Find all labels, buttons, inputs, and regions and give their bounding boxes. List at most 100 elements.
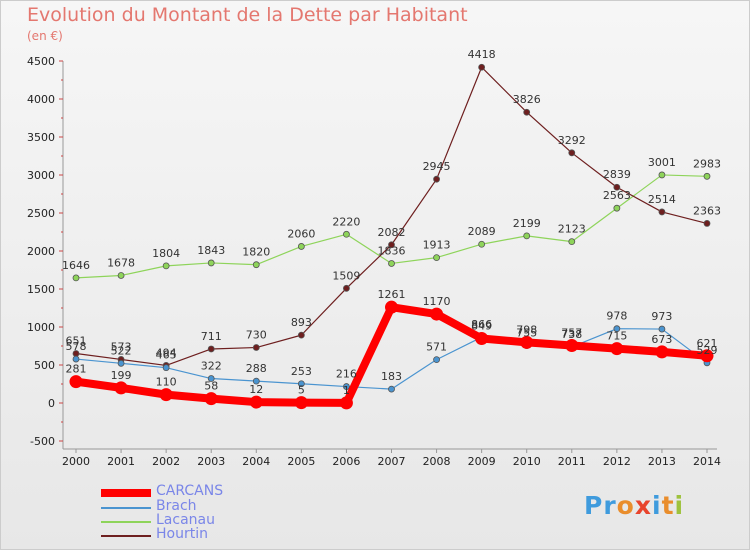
data-label-lacanau: 2089 (468, 225, 496, 238)
legend-swatch-carcans (101, 489, 151, 497)
legend-label-hourtin: Hourtin (156, 526, 208, 542)
x-tick-label: 2009 (468, 455, 496, 468)
y-tick-label: 1500 (27, 283, 55, 296)
point-brach (658, 325, 666, 333)
x-tick-label: 2012 (603, 455, 631, 468)
data-label-carcans: 1170 (423, 295, 451, 308)
proxiti-logo: Proxiti (584, 491, 684, 520)
point-carcans (249, 395, 263, 409)
data-label-carcans: 849 (471, 319, 492, 332)
data-label-carcans: 757 (561, 326, 582, 339)
chart-title: Evolution du Montant de la Dette par Hab… (27, 4, 468, 26)
data-label-hourtin: 4418 (468, 48, 496, 61)
point-lacanau (478, 240, 486, 248)
point-brach (117, 359, 125, 367)
data-label-carcans: 199 (111, 369, 132, 382)
y-tick-label: 3500 (27, 131, 55, 144)
data-label-carcans: 58 (204, 380, 218, 393)
data-label-hourtin: 2082 (378, 226, 406, 239)
point-carcans (339, 396, 353, 410)
point-carcans (475, 331, 489, 345)
data-label-brach: 322 (201, 360, 222, 373)
x-tick-label: 2011 (558, 455, 586, 468)
x-tick-label: 2007 (378, 455, 406, 468)
x-tick-label: 2002 (152, 455, 180, 468)
logo-letter: P (584, 491, 604, 520)
point-hourtin (613, 183, 621, 191)
point-lacanau (658, 171, 666, 179)
point-lacanau (388, 260, 395, 267)
data-label-hourtin: 651 (66, 335, 87, 348)
data-label-hourtin: 2514 (648, 193, 676, 206)
data-label-lacanau: 1820 (242, 246, 270, 259)
data-label-carcans: 12 (249, 383, 263, 396)
y-tick-label: 4000 (27, 93, 55, 106)
point-lacanau (703, 172, 711, 180)
x-tick-label: 2000 (62, 455, 90, 468)
x-tick-label: 2008 (423, 455, 451, 468)
point-hourtin (388, 241, 395, 249)
point-brach (162, 364, 170, 372)
data-label-brach: 866 (471, 318, 492, 331)
logo-letter: x (634, 491, 652, 520)
unit-label: (en €) (27, 29, 63, 43)
data-label-carcans: 621 (697, 337, 718, 350)
point-lacanau (613, 204, 621, 212)
point-carcans (159, 388, 173, 402)
point-carcans (294, 396, 308, 410)
data-label-lacanau: 1646 (62, 259, 90, 272)
x-tick-label: 2001 (107, 455, 135, 468)
data-label-lacanau: 1913 (423, 239, 451, 252)
point-brach (343, 383, 350, 390)
point-hourtin (478, 63, 486, 71)
point-lacanau (117, 272, 125, 279)
legend-swatch-lacanau (101, 521, 151, 523)
data-label-hourtin: 3292 (558, 134, 586, 147)
data-label-lacanau: 1843 (197, 244, 225, 257)
data-label-hourtin: 3826 (513, 93, 541, 106)
data-label-carcans: 281 (66, 363, 87, 376)
data-label-carcans: 1261 (378, 288, 406, 301)
point-brach (433, 356, 440, 364)
point-hourtin (343, 284, 350, 292)
data-label-hourtin: 2839 (603, 168, 631, 181)
data-label-carcans: 5 (298, 384, 305, 397)
logo-letter: o (616, 491, 635, 520)
point-hourtin (433, 175, 440, 183)
point-brach (297, 380, 305, 388)
point-brach (207, 375, 215, 382)
data-label-brach: 522 (111, 344, 132, 357)
data-label-brach: 571 (426, 341, 447, 354)
x-tick-label: 2014 (693, 455, 721, 468)
point-brach (613, 325, 621, 333)
y-tick-label: -500 (30, 435, 55, 448)
point-hourtin (703, 220, 711, 227)
data-label-carcans: 1 (343, 384, 350, 397)
data-label-hourtin: 1509 (332, 269, 360, 282)
logo-letter: i (674, 491, 685, 520)
y-tick-label: 1000 (27, 321, 55, 334)
data-label-lacanau: 2060 (287, 227, 315, 240)
data-label-carcans: 110 (156, 376, 177, 389)
y-tick-label: 2500 (27, 207, 55, 220)
data-label-hourtin: 2945 (423, 160, 451, 173)
x-tick-label: 2004 (242, 455, 270, 468)
y-tick-label: 0 (48, 397, 55, 410)
data-label-hourtin: 573 (111, 340, 132, 353)
data-label-lacanau: 2199 (513, 217, 541, 230)
point-lacanau (72, 274, 80, 282)
legend-swatch-brach (101, 507, 151, 509)
point-hourtin (658, 208, 666, 216)
point-lacanau (252, 261, 260, 269)
point-carcans (565, 338, 579, 352)
data-label-lacanau: 2123 (558, 223, 586, 236)
point-carcans (700, 349, 714, 363)
legend-label-brach: Brach (156, 498, 197, 514)
data-label-carcans: 673 (651, 333, 672, 346)
x-tick-label: 2006 (332, 455, 360, 468)
point-lacanau (162, 262, 170, 270)
point-brach (72, 355, 80, 363)
data-label-lacanau: 1678 (107, 256, 135, 269)
point-hourtin (523, 108, 531, 116)
